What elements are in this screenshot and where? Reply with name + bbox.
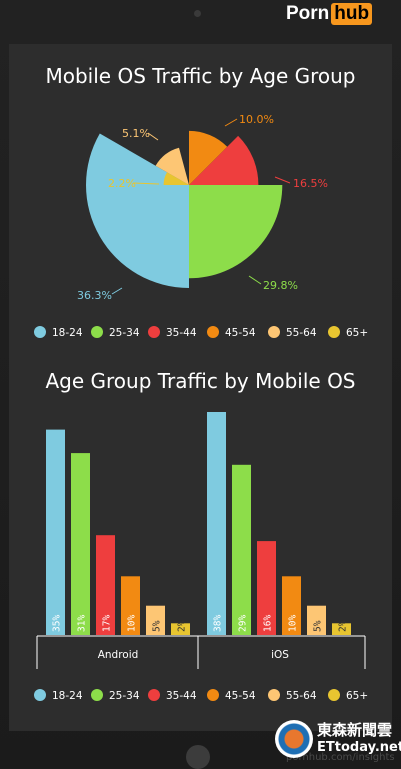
bar-chart-title: Age Group Traffic by Mobile OS bbox=[45, 369, 356, 393]
bar-android-18-24 bbox=[46, 429, 65, 635]
bar-label-ios-25-34: 29% bbox=[238, 615, 249, 632]
bar-category-label-android: Android bbox=[98, 649, 139, 661]
bar-label-android-55-64: 5% bbox=[152, 620, 163, 632]
pie-label-18-24: 36.3% bbox=[77, 289, 112, 302]
pie-legend-label-65plus: 65+ bbox=[346, 327, 368, 339]
bar-legend-label-65plus: 65+ bbox=[346, 690, 368, 702]
bar-android-55-64 bbox=[146, 605, 165, 635]
bar-label-ios-18-24: 38% bbox=[213, 615, 224, 632]
bar-label-android-45-54: 10% bbox=[127, 615, 138, 632]
bar-label-android-35-44: 17% bbox=[102, 615, 113, 632]
pie-legend-label-25-34: 25-34 bbox=[109, 327, 140, 339]
bar-legend-swatch-25-34 bbox=[91, 689, 103, 701]
camera-icon bbox=[194, 10, 201, 17]
site-logo[interactable]: Porn hub bbox=[286, 1, 373, 26]
bar-legend-swatch-18-24 bbox=[34, 689, 46, 701]
bar-ios-45-54 bbox=[282, 576, 301, 635]
watermark-line1: 東森新聞雲 bbox=[317, 721, 393, 739]
pie-slice-45-54 bbox=[189, 130, 228, 185]
pie-legend-swatch-65plus bbox=[328, 326, 340, 338]
bar-legend-swatch-65plus bbox=[328, 689, 340, 701]
bar-legend-swatch-35-44 bbox=[148, 689, 160, 701]
bar-legend-swatch-45-54 bbox=[207, 689, 219, 701]
watermark: 東森新聞雲 ETtoday.net bbox=[275, 720, 401, 758]
home-button[interactable] bbox=[186, 745, 210, 769]
pie-slice-25-34 bbox=[189, 185, 283, 279]
pie-leader-35-44 bbox=[274, 176, 291, 184]
bar-android-35-44 bbox=[96, 535, 115, 635]
pie-chart-title: Mobile OS Traffic by Age Group bbox=[45, 64, 356, 88]
infographic-screen: Mobile OS Traffic by Age Group Age Group… bbox=[9, 44, 392, 731]
bar-android-25-34 bbox=[71, 453, 90, 635]
bar-ios-18-24 bbox=[207, 412, 226, 635]
bar-legend-swatch-55-64 bbox=[268, 689, 280, 701]
bar-legend-label-25-34: 25-34 bbox=[109, 690, 140, 702]
pie-legend-swatch-45-54 bbox=[207, 326, 219, 338]
pie-legend-swatch-35-44 bbox=[148, 326, 160, 338]
bar-label-ios-45-54: 10% bbox=[288, 615, 299, 632]
bar-ios-25-34 bbox=[232, 464, 251, 635]
pie-legend-swatch-55-64 bbox=[268, 326, 280, 338]
pie-leader-18-24 bbox=[111, 287, 123, 295]
pie-leader-55-64 bbox=[147, 132, 159, 141]
bar-label-android-65plus: 2% bbox=[177, 620, 188, 632]
pie-slice-18-24 bbox=[86, 133, 189, 288]
bar-ios-55-64 bbox=[307, 605, 326, 635]
pie-leader-45-54 bbox=[224, 118, 238, 127]
pie-legend-swatch-18-24 bbox=[34, 326, 46, 338]
bar-legend-label-18-24: 18-24 bbox=[52, 690, 83, 702]
pie-legend-label-45-54: 45-54 bbox=[225, 327, 256, 339]
bar-ios-65plus bbox=[332, 623, 351, 635]
pie-slice-65plus bbox=[163, 172, 189, 185]
bar-label-android-18-24: 35% bbox=[52, 615, 63, 632]
pie-leader-65plus bbox=[132, 182, 160, 185]
pie-leader-25-34 bbox=[248, 275, 262, 285]
bar-category-label-ios: iOS bbox=[271, 649, 289, 661]
ettoday-logo-icon bbox=[275, 720, 313, 758]
charts-canvas: 36.3% 29.8% 16.5% 10.0% 5.1% 2.2% 18-24 25-34 35… bbox=[34, 113, 368, 702]
bar-legend-label-55-64: 55-64 bbox=[286, 690, 317, 702]
pie-label-25-34: 29.8% bbox=[263, 279, 298, 292]
pie-legend-swatch-25-34 bbox=[91, 326, 103, 338]
bar-android-45-54 bbox=[121, 576, 140, 635]
pie-legend-label-55-64: 55-64 bbox=[286, 327, 317, 339]
pie-label-65plus: 2.2% bbox=[108, 177, 136, 190]
bar-label-android-25-34: 31% bbox=[77, 615, 88, 632]
bar-label-ios-65plus: 2% bbox=[338, 620, 349, 632]
bar-ios-35-44 bbox=[257, 541, 276, 635]
pie-legend-label-35-44: 35-44 bbox=[166, 327, 197, 339]
pie-slice-35-44 bbox=[189, 135, 259, 185]
pie-label-45-54: 10.0% bbox=[239, 113, 274, 126]
bar-legend-label-45-54: 45-54 bbox=[225, 690, 256, 702]
watermark-line2: ETtoday.net bbox=[317, 740, 401, 755]
pie-slice-55-64 bbox=[155, 147, 189, 185]
logo-part-right: hub bbox=[331, 2, 373, 25]
bar-label-ios-55-64: 5% bbox=[313, 620, 324, 632]
pie-legend-label-18-24: 18-24 bbox=[52, 327, 83, 339]
logo-part-left: Porn bbox=[286, 2, 330, 24]
source-url: pornhub.com/insights bbox=[286, 752, 395, 763]
bar-legend-label-35-44: 35-44 bbox=[166, 690, 197, 702]
pie-label-55-64: 5.1% bbox=[122, 127, 150, 140]
bar-android-65plus bbox=[171, 623, 190, 635]
pie-label-35-44: 16.5% bbox=[293, 177, 328, 190]
bar-label-ios-35-44: 16% bbox=[263, 615, 274, 632]
